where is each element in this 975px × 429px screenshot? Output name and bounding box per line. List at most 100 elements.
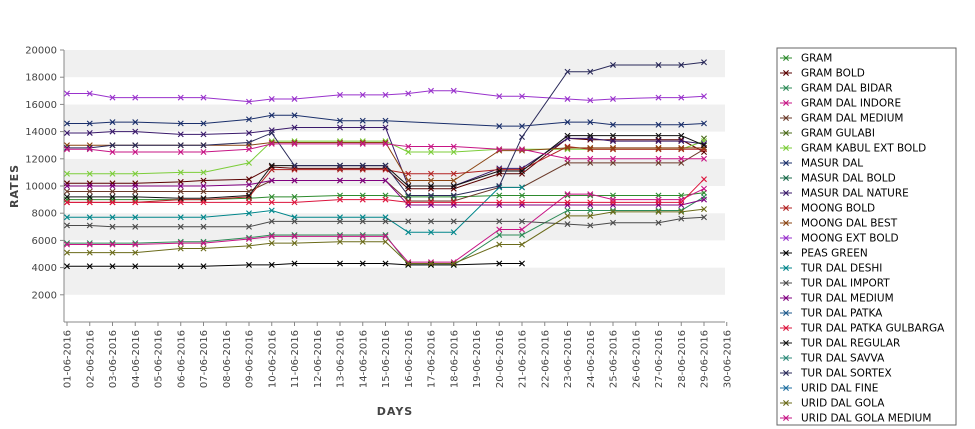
data-point xyxy=(337,260,343,267)
data-point xyxy=(519,241,525,248)
data-point xyxy=(382,162,389,169)
data-point xyxy=(359,124,366,131)
data-point xyxy=(109,193,116,200)
data-point xyxy=(564,191,571,198)
data-point xyxy=(428,260,434,267)
y-tick-label: 12000 xyxy=(25,154,57,165)
data-point xyxy=(359,162,366,169)
data-point xyxy=(701,59,707,66)
x-tick-label: 28-06-2016 xyxy=(677,330,688,388)
x-tick-label: 11-06-2016 xyxy=(290,330,301,388)
data-point xyxy=(132,223,139,230)
data-point xyxy=(246,199,252,206)
data-point xyxy=(655,138,662,145)
series-masur-dal xyxy=(64,112,707,130)
data-point xyxy=(382,140,389,147)
data-point xyxy=(450,192,457,199)
legend-entry: MASUR DAL NATURE xyxy=(801,188,909,200)
x-tick-label: 05-06-2016 xyxy=(154,330,165,388)
data-point xyxy=(291,260,298,267)
data-point xyxy=(291,95,298,102)
data-point xyxy=(337,218,343,225)
y-tick-label: 8000 xyxy=(32,209,57,220)
data-point xyxy=(132,119,139,126)
data-point xyxy=(359,196,366,203)
y-tick-label: 6000 xyxy=(32,236,57,247)
data-point xyxy=(132,94,139,101)
data-point xyxy=(177,245,184,252)
data-point xyxy=(132,199,139,206)
data-point xyxy=(200,183,207,189)
data-point xyxy=(382,238,389,245)
series-tur-dal-import xyxy=(64,214,707,230)
data-point xyxy=(64,188,70,195)
data-point xyxy=(291,240,298,247)
legend-entry: URID DAL GOLA MEDIUM xyxy=(801,413,931,425)
data-point xyxy=(291,218,298,225)
data-point xyxy=(519,184,525,191)
data-point xyxy=(678,215,685,222)
data-point xyxy=(200,149,207,155)
data-point xyxy=(291,140,298,147)
data-point xyxy=(428,143,434,150)
data-point xyxy=(655,94,662,101)
grid-band xyxy=(64,104,725,132)
series-lines xyxy=(64,59,707,270)
data-point xyxy=(428,149,434,155)
data-point xyxy=(519,192,525,199)
data-point xyxy=(109,128,116,135)
data-point xyxy=(450,199,457,206)
data-point xyxy=(587,207,594,214)
series-urid-dal-gola xyxy=(64,206,707,267)
x-tick-label: 06-06-2016 xyxy=(176,330,187,388)
data-point xyxy=(405,199,412,206)
data-point xyxy=(177,120,184,127)
data-point xyxy=(678,132,685,139)
data-point xyxy=(587,132,594,139)
data-point xyxy=(200,177,207,184)
data-point xyxy=(337,91,343,98)
data-point xyxy=(268,193,275,200)
y-tick-label: 18000 xyxy=(25,73,57,84)
data-point xyxy=(109,183,116,189)
y-axis-title: RATES xyxy=(8,164,21,208)
data-point xyxy=(519,226,525,233)
data-point xyxy=(564,207,571,214)
data-point xyxy=(177,240,184,247)
series-gram-dal-bidar xyxy=(64,193,707,268)
legend-entry: PEAS GREEN xyxy=(801,248,868,260)
data-point xyxy=(109,241,116,248)
legend-entry: TUR DAL SAVVA xyxy=(800,353,885,365)
x-tick-label: 09-06-2016 xyxy=(245,330,256,388)
data-point xyxy=(200,263,207,270)
data-point xyxy=(405,143,412,150)
legend-entry: TUR DAL REGULAR xyxy=(800,338,900,350)
legend-entry: URID DAL GOLA xyxy=(801,398,885,410)
x-tick-label: 13-06-2016 xyxy=(336,330,347,388)
data-point xyxy=(268,140,275,147)
data-point xyxy=(177,263,184,270)
series-moong-ext-bold xyxy=(64,87,707,105)
data-point xyxy=(496,146,503,153)
y-tick-label: 14000 xyxy=(25,127,57,138)
y-tick-label: 20000 xyxy=(25,46,57,57)
x-tick-label: 25-06-2016 xyxy=(609,330,620,388)
legend-entry: URID DAL FINE xyxy=(801,383,878,395)
data-point xyxy=(496,260,503,267)
data-point xyxy=(496,192,503,199)
data-point xyxy=(246,116,252,123)
data-point xyxy=(246,236,252,243)
data-point xyxy=(337,233,343,240)
data-point xyxy=(246,261,252,268)
data-point xyxy=(200,94,207,101)
legend-entry: GRAM BOLD xyxy=(801,68,865,80)
data-point xyxy=(496,226,503,233)
data-point xyxy=(701,120,707,127)
legend-entry: TUR DAL IMPORT xyxy=(800,278,890,290)
data-point xyxy=(200,142,207,149)
data-point xyxy=(64,129,70,136)
data-point xyxy=(701,93,707,100)
legend-entry: GRAM DAL MEDIUM xyxy=(801,113,903,125)
data-point xyxy=(564,95,571,102)
x-tick-label: 02-06-2016 xyxy=(85,330,96,388)
